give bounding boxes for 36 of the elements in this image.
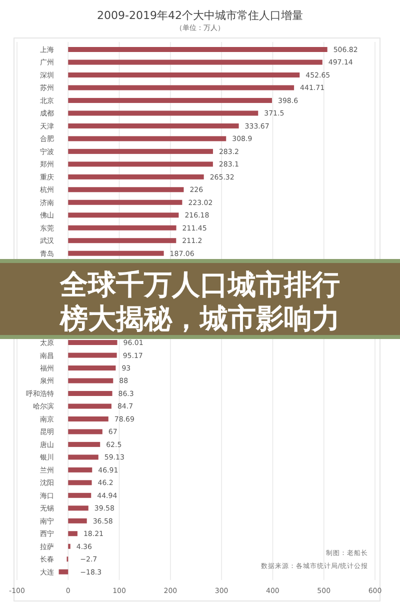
bar bbox=[68, 366, 116, 370]
bar bbox=[68, 467, 92, 472]
bar bbox=[68, 212, 179, 218]
bar bbox=[68, 47, 328, 52]
bar bbox=[68, 506, 88, 511]
bar bbox=[68, 162, 213, 167]
bar bbox=[68, 404, 112, 409]
chart-title: 2009-2019年42个大中城市常住人口增量 bbox=[97, 9, 303, 22]
bar bbox=[68, 60, 322, 65]
bar bbox=[68, 136, 226, 142]
bar bbox=[68, 174, 204, 180]
bar bbox=[68, 200, 182, 205]
bar bbox=[68, 148, 213, 154]
bar bbox=[68, 352, 117, 358]
bar bbox=[68, 378, 114, 384]
bar bbox=[68, 225, 176, 230]
bar bbox=[68, 98, 272, 103]
bar bbox=[68, 390, 112, 396]
bar bbox=[68, 416, 108, 422]
bar bbox=[68, 531, 78, 536]
bar bbox=[58, 569, 68, 574]
bar bbox=[68, 429, 102, 434]
bar bbox=[68, 110, 258, 116]
bar bbox=[68, 238, 176, 244]
bar bbox=[68, 72, 300, 78]
bar bbox=[68, 187, 184, 192]
bar bbox=[68, 442, 100, 447]
bar bbox=[68, 123, 239, 128]
bar bbox=[68, 480, 92, 486]
bar bbox=[68, 518, 87, 524]
bar bbox=[68, 250, 164, 256]
bar bbox=[68, 492, 92, 498]
bar bbox=[68, 340, 118, 346]
bar bbox=[68, 454, 98, 460]
bar bbox=[68, 85, 294, 90]
annotation: 全球千万人口城市排行榜大揭秘，城市影响力 bbox=[59, 268, 340, 335]
